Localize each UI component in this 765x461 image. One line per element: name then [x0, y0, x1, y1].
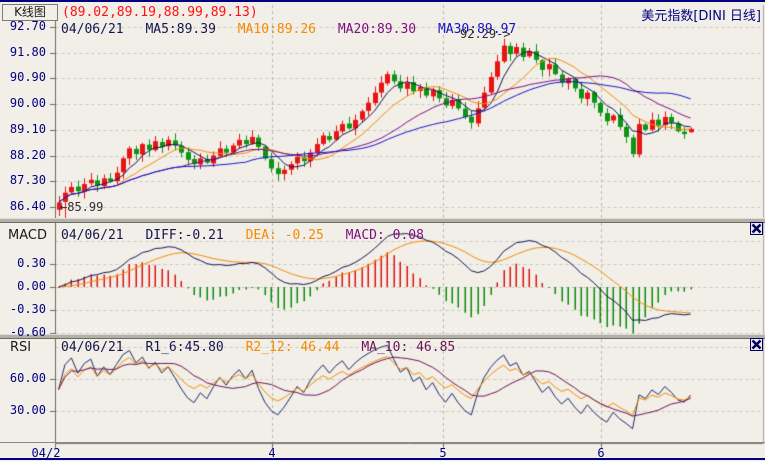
- dea-value: DEA: -0.25: [245, 228, 324, 243]
- rsi-readout: 04/06/21 R1_6:45.80 R2_12: 46.44 MA_10: …: [61, 340, 469, 355]
- macd-y-axis-label: 0.00: [17, 279, 46, 293]
- chart-title: 美元指数[DINI 日线]: [641, 9, 761, 24]
- macd-close-button[interactable]: [750, 222, 763, 235]
- kline-y-axis-label: 89.10: [9, 121, 46, 136]
- r2-value: R2_12: 46.44: [245, 340, 340, 355]
- macd-y-axis-label: 0.30: [17, 255, 46, 270]
- kline-y-axis-label: 90.00: [9, 96, 46, 111]
- macd-y-axis-label: -0.30: [9, 302, 46, 316]
- window-bottom-border: [0, 458, 765, 460]
- panel-separator[interactable]: [0, 334, 765, 339]
- rsima-value: MA_10: 46.85: [361, 340, 456, 355]
- macd-panel-label: MACD: [8, 228, 47, 243]
- diff-value: DIFF:-0.21: [145, 228, 224, 243]
- macd-y-axis-label: -0.60: [9, 325, 46, 340]
- rsi-panel-label: RSI: [10, 340, 32, 355]
- r1-value: R1_6:45.80: [145, 340, 224, 355]
- rsi-close-button[interactable]: [750, 338, 763, 351]
- x-axis-label: 5: [439, 446, 447, 460]
- ma30-value: MA30:89.97: [437, 22, 517, 37]
- close-icon: [751, 339, 762, 350]
- kline-y-axis-label: 86.40: [9, 198, 46, 213]
- rsi-y-axis-label: 30.00: [9, 403, 46, 417]
- rsi-date: 04/06/21: [61, 340, 124, 355]
- x-axis-label: 4: [268, 446, 276, 460]
- axis-separator: [0, 442, 765, 443]
- panel-separator[interactable]: [0, 218, 765, 223]
- low-annotation: ←85.99: [60, 200, 104, 214]
- ma20-value: MA20:89.30: [337, 22, 417, 37]
- macd-date: 04/06/21: [61, 228, 124, 243]
- kline-tab[interactable]: K线图: [2, 4, 58, 21]
- macd-readout: 04/06/21 DIFF:-0.21 DEA: -0.25 MACD: 0.0…: [61, 228, 438, 243]
- rsi-y-axis-label: 60.00: [9, 371, 46, 385]
- kline-ma-readout: 04/06/21 MA5:89.39 MA10:89.26 MA20:89.30…: [61, 22, 530, 37]
- kline-date: 04/06/21: [61, 22, 124, 37]
- kline-y-axis-label: 88.20: [9, 147, 46, 162]
- kline-y-axis-label: 91.80: [9, 44, 46, 59]
- high-annotation: 92.29->: [460, 27, 511, 41]
- macd-value: MACD: 0.08: [345, 228, 424, 243]
- ma5-value: MA5:89.39: [145, 22, 216, 37]
- x-axis-label: 04/2: [31, 446, 61, 460]
- x-axis-label: 6: [597, 446, 605, 460]
- kline-y-axis-label: 90.90: [9, 70, 46, 85]
- close-icon: [751, 223, 762, 234]
- kline-y-axis-label: 87.30: [9, 173, 46, 188]
- ohlc-readout: (89.02,89.19,88.99,89.13): [62, 5, 258, 20]
- kline-y-axis-label: 92.70: [9, 19, 46, 33]
- ma10-value: MA10:89.26: [237, 22, 317, 37]
